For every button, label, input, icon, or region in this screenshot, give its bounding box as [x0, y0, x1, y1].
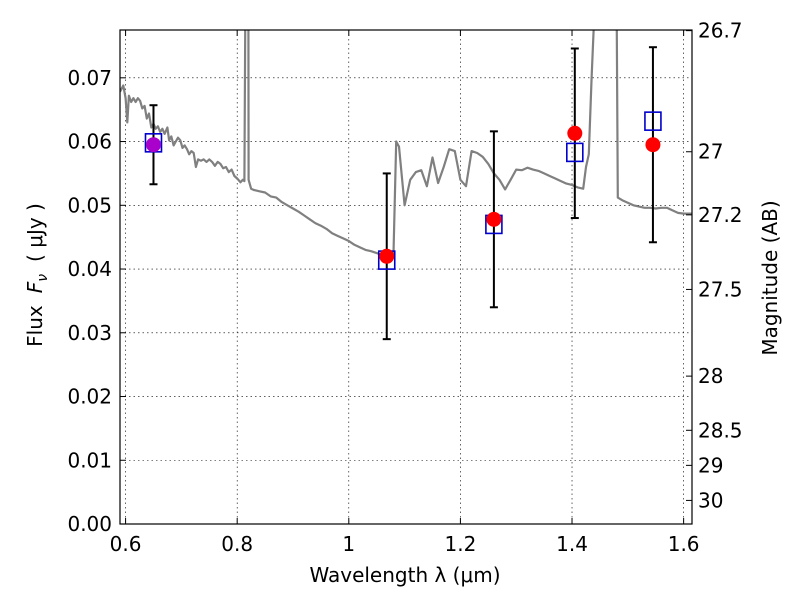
y-tick-label: 0.05: [67, 193, 112, 217]
model-flux-square: [644, 111, 662, 131]
y-axis-label-subscript: ν: [35, 274, 51, 282]
plot-frame: [119, 29, 693, 525]
y-tick-label: 0.04: [67, 257, 112, 281]
plot-area: [120, 30, 692, 341]
y-tick-label: 0.00: [67, 512, 112, 536]
y2-tick-label: 28: [698, 364, 723, 388]
x-tick-label: 1.6: [668, 532, 700, 556]
y-tick-label: 0.01: [67, 448, 112, 472]
y2-tick-label: 29: [698, 453, 723, 477]
x-tick-label: 1.2: [445, 532, 477, 556]
y2-tick-label: 27.2: [698, 203, 743, 227]
x-axis-label: Wavelength λ (μm): [309, 563, 500, 587]
model-spectrum-line: [120, 30, 692, 259]
y-axis-label: Flux Fν ( μJy ): [23, 203, 51, 347]
y-axis-label-units: ( μJy ): [23, 203, 47, 262]
x-tick-label: 0.6: [110, 532, 142, 556]
y-tick-label: 0.06: [67, 130, 112, 154]
observed-flux-point: [486, 211, 502, 227]
y2-tick-label: 27.5: [698, 277, 743, 301]
observed-flux-point: [379, 248, 395, 264]
y2-tick-label: 26.7: [698, 19, 743, 43]
x-tick-label: 1: [342, 532, 355, 556]
y2-tick-label: 27: [698, 140, 723, 164]
y-tick-label: 0.02: [67, 385, 112, 409]
x-tick-label: 1.4: [556, 532, 588, 556]
y-axis-label-text: Flux: [23, 305, 47, 347]
y2-tick-label: 28.5: [698, 418, 743, 442]
grid-lines: [120, 30, 692, 524]
y-tick-label: 0.07: [67, 66, 112, 90]
y-tick-label: 0.03: [67, 321, 112, 345]
y2-axis-label: Magnitude (AB): [758, 200, 782, 355]
observed-flux-point: [645, 137, 661, 153]
model-flux-square: [566, 142, 584, 163]
y-axis-label-symbol: F: [23, 281, 47, 293]
y2-tick-label: 30: [698, 488, 723, 512]
observed-flux-point: [567, 125, 583, 141]
axes: 0.6 0.8 1 1.2 1.4 1.6 0.00 0.01 0.02 0.03 0.04 0.05…: [67, 19, 742, 556]
x-tick-label: 0.8: [221, 532, 253, 556]
observed-flux-point: [145, 137, 161, 153]
